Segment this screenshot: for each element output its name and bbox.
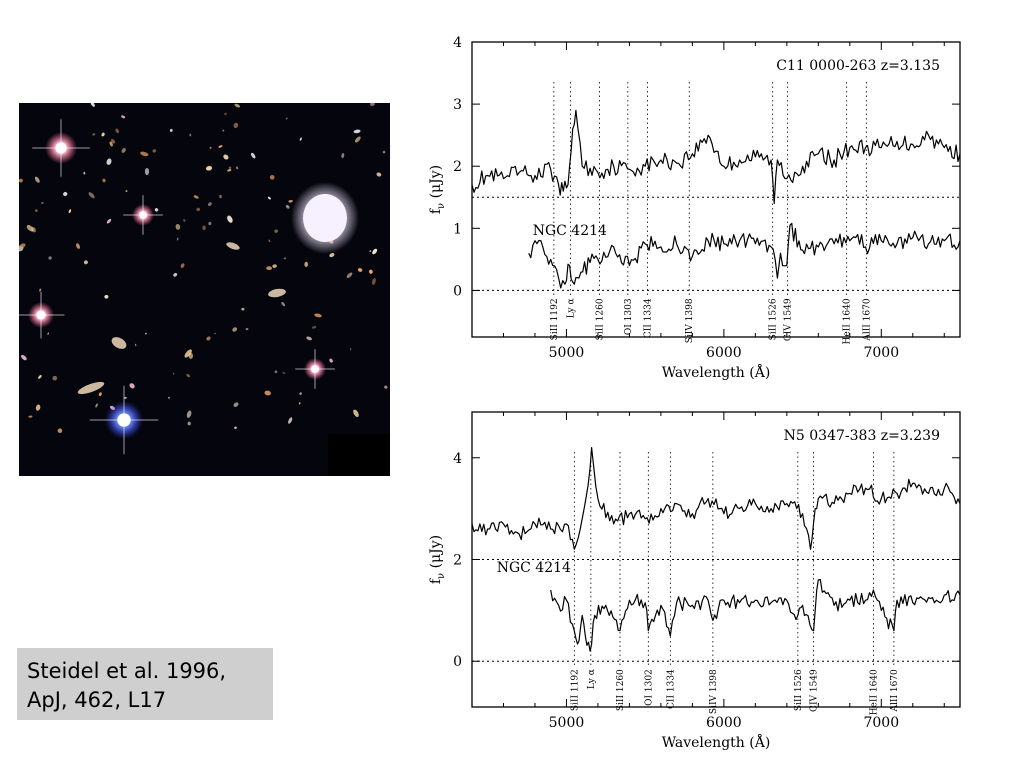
y-tick-label: 2 — [453, 159, 462, 175]
spectrum-galaxy — [471, 446, 961, 550]
x-tick-label: 5000 — [549, 345, 585, 361]
line-marker-label: SiII 1192 — [550, 298, 560, 340]
chart-title: N5 0347-383 z=3.239 — [784, 428, 940, 444]
line-marker-label: SiII 1192 — [570, 669, 580, 711]
line-marker-label: AlII 1670 — [862, 298, 872, 342]
line-marker-label: SiIV 1398 — [709, 669, 719, 714]
reference-label: NGC 4214 — [533, 223, 607, 239]
plot-frame — [471, 41, 961, 338]
line-marker-label: SiIV 1398 — [685, 298, 695, 343]
spectrum-galaxy — [471, 109, 961, 205]
x-tick-label: 6000 — [706, 715, 742, 731]
line-marker-label: Ly α — [566, 298, 576, 318]
line-marker-label: OI 1302 — [644, 669, 654, 706]
citation-line-1: Steidel et al. 1996, — [27, 659, 227, 683]
line-marker-label: CIV 1549 — [784, 298, 794, 341]
y-tick-label: 4 — [453, 451, 462, 467]
y-tick-label: 1 — [453, 221, 462, 237]
chart-title: C11 0000-263 z=3.135 — [776, 58, 940, 74]
spectrum-reference — [550, 579, 961, 652]
line-marker-label: OI 1303 — [624, 298, 634, 335]
spectrum-chart-top: 5000 6000 7000 4 3 2 1 0 Wavelength (Å) fν (μJy) C… — [428, 35, 961, 381]
x-tick-label: 7000 — [863, 715, 899, 731]
x-axis-label: Wavelength (Å) — [662, 363, 771, 381]
y-tick-label: 0 — [453, 654, 462, 670]
line-marker-label: AlII 1670 — [890, 669, 900, 713]
y-tick-label: 4 — [453, 35, 462, 51]
x-tick-label: 7000 — [863, 345, 899, 361]
spectrum-chart-bottom: 5000 6000 7000 4 2 0 Wavelength (Å) fν (μJy) N5 … — [428, 411, 961, 751]
line-marker-label: Ly α — [587, 669, 597, 689]
line-marker-label: CII 1334 — [666, 669, 676, 709]
line-marker-label: CII 1334 — [644, 298, 654, 338]
line-marker-label: SiII 1260 — [616, 669, 626, 711]
line-marker-label: SiII 1526 — [794, 669, 804, 711]
spectrum-reference — [528, 222, 961, 289]
line-marker-label: SiII 1260 — [596, 298, 606, 340]
line-marker-label: HeII 1640 — [869, 669, 879, 715]
deep-field-image — [19, 103, 390, 476]
x-axis-label: Wavelength (Å) — [662, 733, 771, 751]
line-marker-label: HeII 1640 — [843, 298, 853, 344]
y-axis-label: fν (μJy) — [428, 165, 447, 214]
deep-field-photo — [19, 103, 390, 476]
x-tick-label: 5000 — [549, 715, 585, 731]
citation-line-2: ApJ, 462, L17 — [27, 688, 167, 712]
reference-label: NGC 4214 — [497, 560, 571, 576]
line-marker-label: SiII 1526 — [769, 298, 779, 340]
y-tick-label: 2 — [453, 553, 462, 569]
y-tick-label: 3 — [453, 97, 462, 113]
x-tick-label: 6000 — [706, 345, 742, 361]
line-marker-label: CIV 1549 — [810, 669, 820, 712]
y-axis-label: fν (μJy) — [428, 535, 447, 584]
citation-box: Steidel et al. 1996, ApJ, 462, L17 — [17, 648, 273, 720]
y-tick-label: 0 — [453, 283, 462, 299]
